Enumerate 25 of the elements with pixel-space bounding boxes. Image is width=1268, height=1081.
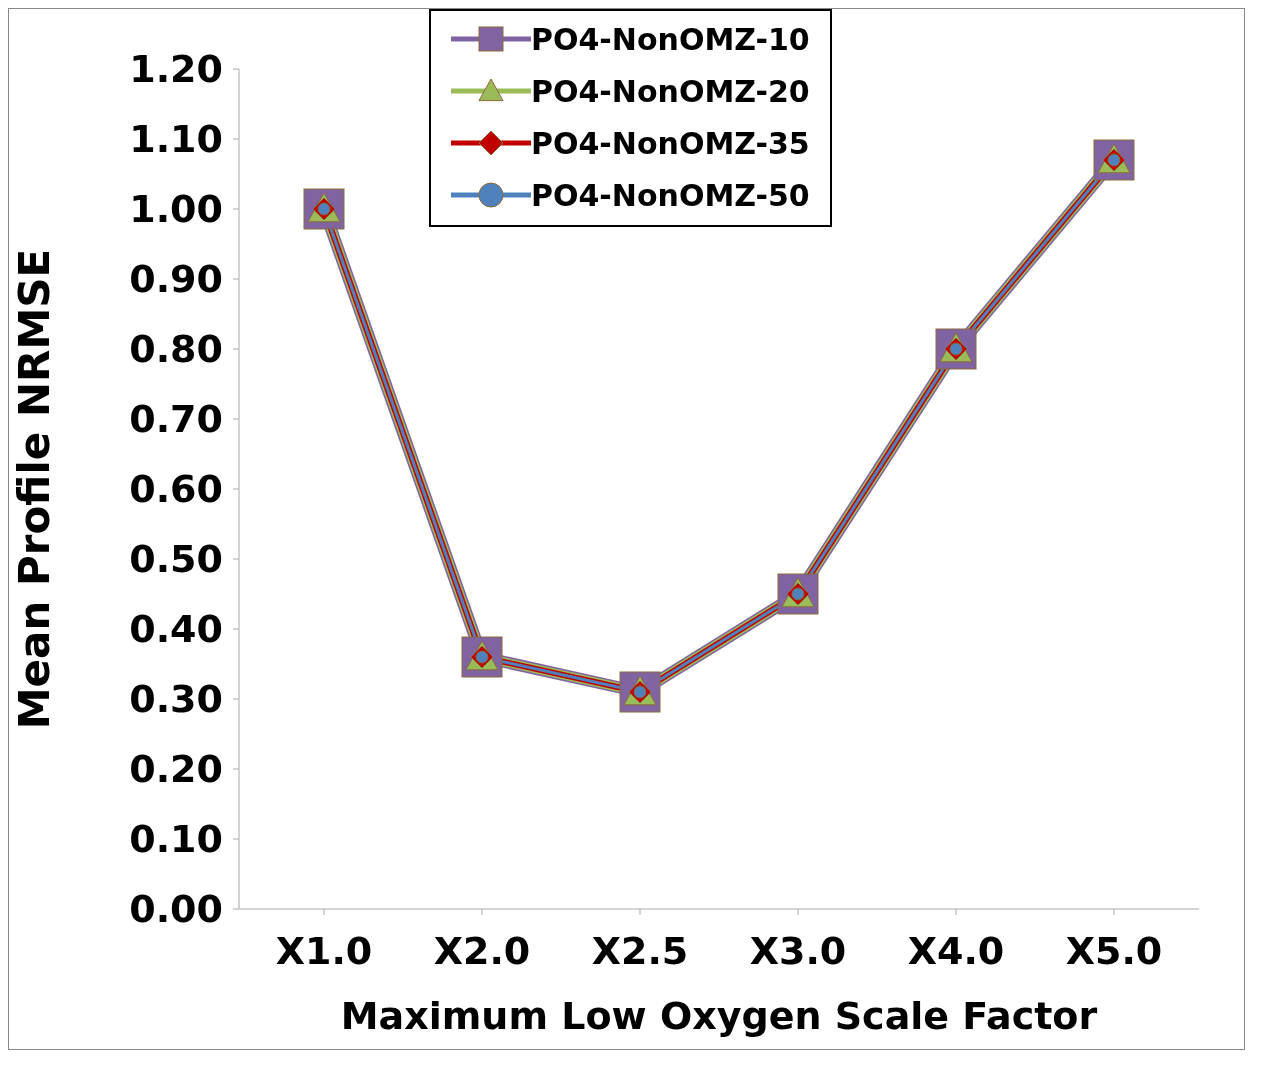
y-tick-label: 0.00 bbox=[129, 887, 223, 932]
x-tick-label: X1.0 bbox=[275, 928, 373, 973]
y-tick-label: 0.70 bbox=[129, 397, 223, 442]
y-tick-label: 1.00 bbox=[129, 187, 223, 232]
y-tick-label: 0.40 bbox=[129, 607, 223, 652]
y-tick-label: 0.90 bbox=[129, 257, 223, 302]
y-tick-label: 1.10 bbox=[129, 117, 223, 162]
y-tick-label: 0.80 bbox=[129, 327, 223, 372]
y-tick-label: 0.10 bbox=[129, 817, 223, 862]
x-tick-label: X2.5 bbox=[591, 928, 689, 973]
x-tick-label: X5.0 bbox=[1065, 928, 1163, 973]
legend-label: PO4-NonOMZ-35 bbox=[531, 125, 810, 161]
y-tick-label: 0.30 bbox=[129, 677, 223, 722]
legend-label: PO4-NonOMZ-10 bbox=[531, 21, 810, 57]
x-tick-label: X3.0 bbox=[749, 928, 847, 973]
y-tick-label: 0.60 bbox=[129, 467, 223, 512]
x-axis-title: Maximum Low Oxygen Scale Factor bbox=[340, 994, 1098, 1038]
y-tick-label: 1.20 bbox=[129, 47, 223, 92]
legend-label: PO4-NonOMZ-50 bbox=[531, 177, 810, 213]
y-axis-title: Mean Profile NRMSE bbox=[9, 248, 59, 730]
x-tick-label: X2.0 bbox=[433, 928, 531, 973]
legend-label: PO4-NonOMZ-20 bbox=[531, 73, 810, 109]
x-tick-label: X4.0 bbox=[907, 928, 1005, 973]
y-tick-label: 0.20 bbox=[129, 747, 223, 792]
y-tick-label: 0.50 bbox=[129, 537, 223, 582]
